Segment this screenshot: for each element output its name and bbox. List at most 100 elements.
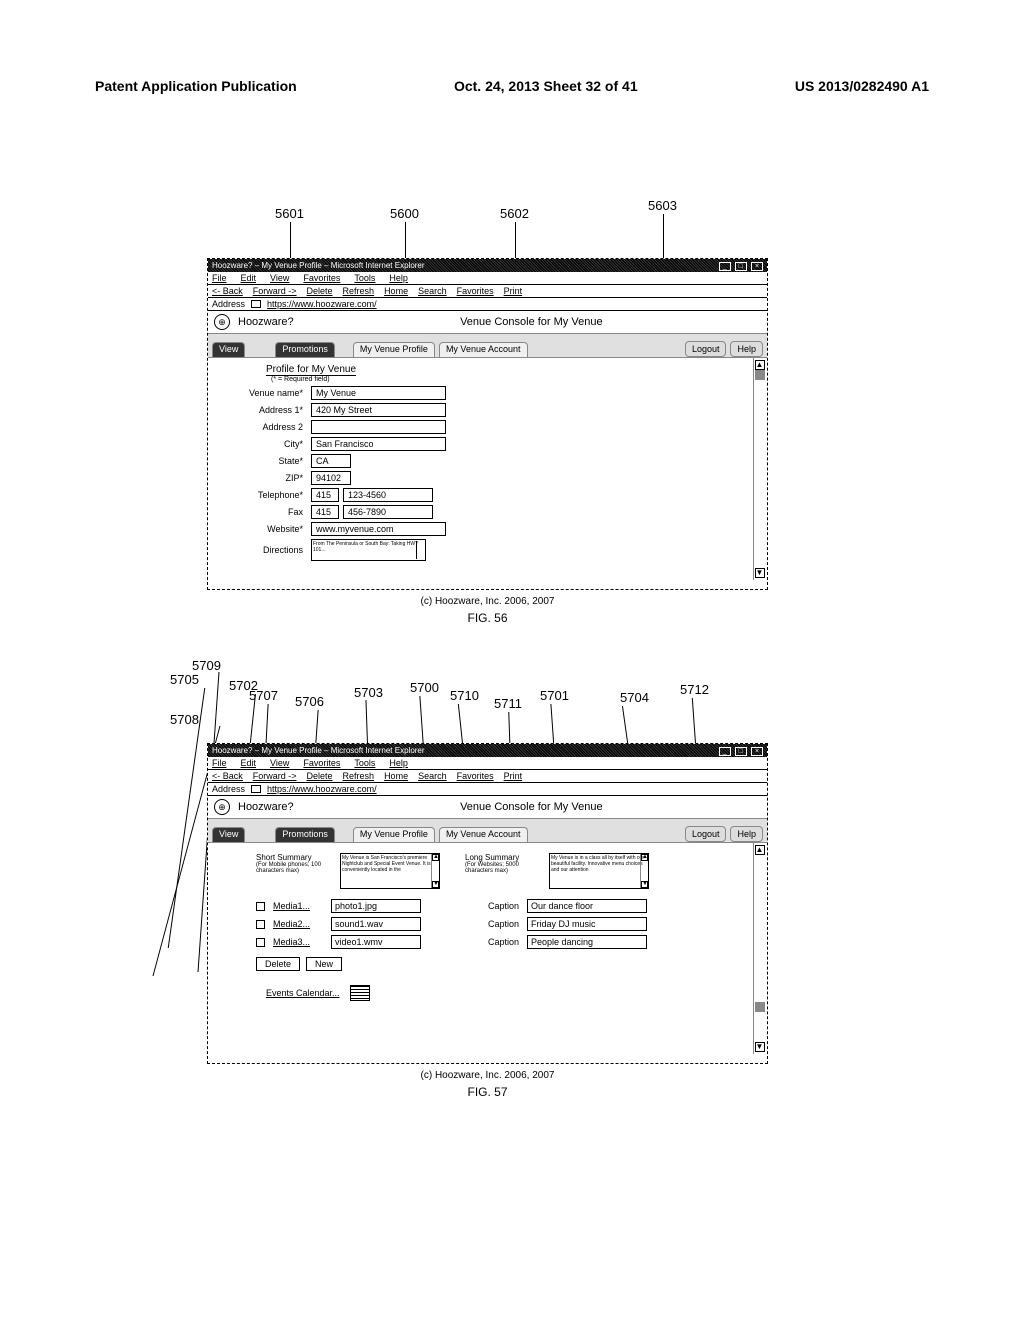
- row-zip: ZIP* 94102: [216, 471, 759, 485]
- tb-favorites[interactable]: Favorites: [457, 771, 494, 781]
- new-button[interactable]: New: [306, 957, 342, 971]
- label-web: Website*: [216, 524, 311, 534]
- tb-forward[interactable]: Forward ->: [253, 771, 297, 781]
- scroll-down-icon[interactable]: ▼: [755, 568, 765, 578]
- delete-button[interactable]: Delete: [256, 957, 300, 971]
- tb-print[interactable]: Print: [504, 771, 523, 781]
- tab-view[interactable]: View: [212, 342, 245, 357]
- row-venue-name: Venue name* My Venue: [216, 386, 759, 400]
- tab-promotions[interactable]: Promotions: [275, 827, 335, 842]
- tb-search[interactable]: Search: [418, 771, 447, 781]
- tb-home[interactable]: Home: [384, 286, 408, 296]
- tb-home[interactable]: Home: [384, 771, 408, 781]
- events-calendar-link[interactable]: Events Calendar...: [266, 988, 340, 998]
- tb-back[interactable]: <- Back: [212, 771, 243, 781]
- address-bar: Address https://www.hoozware.com/: [208, 783, 767, 796]
- menu-help[interactable]: Help: [389, 273, 408, 283]
- menu-help[interactable]: Help: [389, 758, 408, 768]
- logo-icon: ⊕: [214, 799, 230, 815]
- media3-caption-field[interactable]: People dancing: [527, 935, 647, 949]
- menu-tools[interactable]: Tools: [354, 758, 375, 768]
- tb-back[interactable]: <- Back: [212, 286, 243, 296]
- menu-view[interactable]: View: [270, 758, 289, 768]
- close-icon[interactable]: ×: [751, 747, 763, 756]
- field-addr1[interactable]: 420 My Street: [311, 403, 446, 417]
- short-summary-scrollbar[interactable]: ▲▼: [431, 854, 439, 888]
- address-url[interactable]: https://www.hoozware.com/: [267, 299, 377, 309]
- scroll-down-icon[interactable]: ▼: [755, 1042, 765, 1052]
- field-tel-area[interactable]: 415: [311, 488, 339, 502]
- tb-delete[interactable]: Delete: [307, 286, 333, 296]
- minimize-icon[interactable]: _: [719, 747, 731, 756]
- long-summary-field[interactable]: My Venue is in a class all by itself wit…: [549, 853, 649, 889]
- field-fax-num[interactable]: 456-7890: [343, 505, 433, 519]
- app-header: ⊕ Hoozware? Venue Console for My Venue: [208, 311, 767, 334]
- logout-button[interactable]: Logout: [685, 826, 727, 842]
- tab-account[interactable]: My Venue Account: [439, 342, 528, 357]
- field-fax-area[interactable]: 415: [311, 505, 339, 519]
- maximize-icon[interactable]: □: [735, 747, 747, 756]
- short-summary-field[interactable]: My Venue is San Francisco's premiere Nig…: [340, 853, 440, 889]
- label-dir: Directions: [216, 545, 311, 555]
- media1-link[interactable]: Media1...: [273, 901, 323, 911]
- field-web[interactable]: www.myvenue.com: [311, 522, 446, 536]
- menu-file[interactable]: File: [212, 758, 227, 768]
- menu-edit[interactable]: Edit: [241, 273, 257, 283]
- media1-caption-field[interactable]: Our dance floor: [527, 899, 647, 913]
- field-tel-num[interactable]: 123-4560: [343, 488, 433, 502]
- media3-link[interactable]: Media3...: [273, 937, 323, 947]
- media3-file[interactable]: video1.wmv: [331, 935, 421, 949]
- content-scrollbar[interactable]: ▲ ▼: [753, 358, 765, 580]
- tb-print[interactable]: Print: [504, 286, 523, 296]
- scroll-up-icon[interactable]: ▲: [755, 845, 765, 855]
- field-city[interactable]: San Francisco: [311, 437, 446, 451]
- field-dir[interactable]: From The Peninsula or South Bay: Taking …: [311, 539, 426, 561]
- minimize-icon[interactable]: _: [719, 262, 731, 271]
- tb-delete[interactable]: Delete: [307, 771, 333, 781]
- menu-edit[interactable]: Edit: [241, 758, 257, 768]
- menu-file[interactable]: File: [212, 273, 227, 283]
- tb-refresh[interactable]: Refresh: [343, 771, 375, 781]
- maximize-icon[interactable]: □: [735, 262, 747, 271]
- row-state: State* CA: [216, 454, 759, 468]
- media2-link[interactable]: Media2...: [273, 919, 323, 929]
- lead-5603: [663, 214, 664, 262]
- address-url[interactable]: https://www.hoozware.com/: [267, 784, 377, 794]
- media3-checkbox[interactable]: [256, 938, 265, 947]
- media1-checkbox[interactable]: [256, 902, 265, 911]
- calendar-icon[interactable]: [350, 985, 370, 1001]
- field-venue-name[interactable]: My Venue: [311, 386, 446, 400]
- media2-file[interactable]: sound1.wav: [331, 917, 421, 931]
- tab-account[interactable]: My Venue Account: [439, 827, 528, 842]
- tab-view[interactable]: View: [212, 827, 245, 842]
- menu-favorites[interactable]: Favorites: [303, 273, 340, 283]
- menu-view[interactable]: View: [270, 273, 289, 283]
- media1-file[interactable]: photo1.jpg: [331, 899, 421, 913]
- tab-profile[interactable]: My Venue Profile: [353, 342, 435, 357]
- menu-favorites[interactable]: Favorites: [303, 758, 340, 768]
- scroll-thumb[interactable]: [755, 370, 765, 380]
- media2-caption-field[interactable]: Friday DJ music: [527, 917, 647, 931]
- close-icon[interactable]: ×: [751, 262, 763, 271]
- menu-tools[interactable]: Tools: [354, 273, 375, 283]
- media2-checkbox[interactable]: [256, 920, 265, 929]
- help-button[interactable]: Help: [730, 341, 763, 357]
- field-state[interactable]: CA: [311, 454, 351, 468]
- field-addr2[interactable]: [311, 420, 446, 434]
- logout-button[interactable]: Logout: [685, 341, 727, 357]
- scroll-up-icon[interactable]: ▲: [755, 360, 765, 370]
- long-summary-scrollbar[interactable]: ▲▼: [640, 854, 648, 888]
- content-scrollbar[interactable]: ▲ ▼: [753, 843, 765, 1054]
- tab-promotions[interactable]: Promotions: [275, 342, 335, 357]
- lead-5705: [168, 688, 206, 948]
- tb-forward[interactable]: Forward ->: [253, 286, 297, 296]
- tb-search[interactable]: Search: [418, 286, 447, 296]
- scroll-thumb[interactable]: [755, 1002, 765, 1012]
- field-zip[interactable]: 94102: [311, 471, 351, 485]
- help-button[interactable]: Help: [730, 826, 763, 842]
- media-row-1: Media1... photo1.jpg Caption Our dance f…: [256, 899, 759, 913]
- tb-refresh[interactable]: Refresh: [343, 286, 375, 296]
- tab-profile[interactable]: My Venue Profile: [353, 827, 435, 842]
- dir-scrollbar[interactable]: [416, 541, 424, 559]
- tb-favorites[interactable]: Favorites: [457, 286, 494, 296]
